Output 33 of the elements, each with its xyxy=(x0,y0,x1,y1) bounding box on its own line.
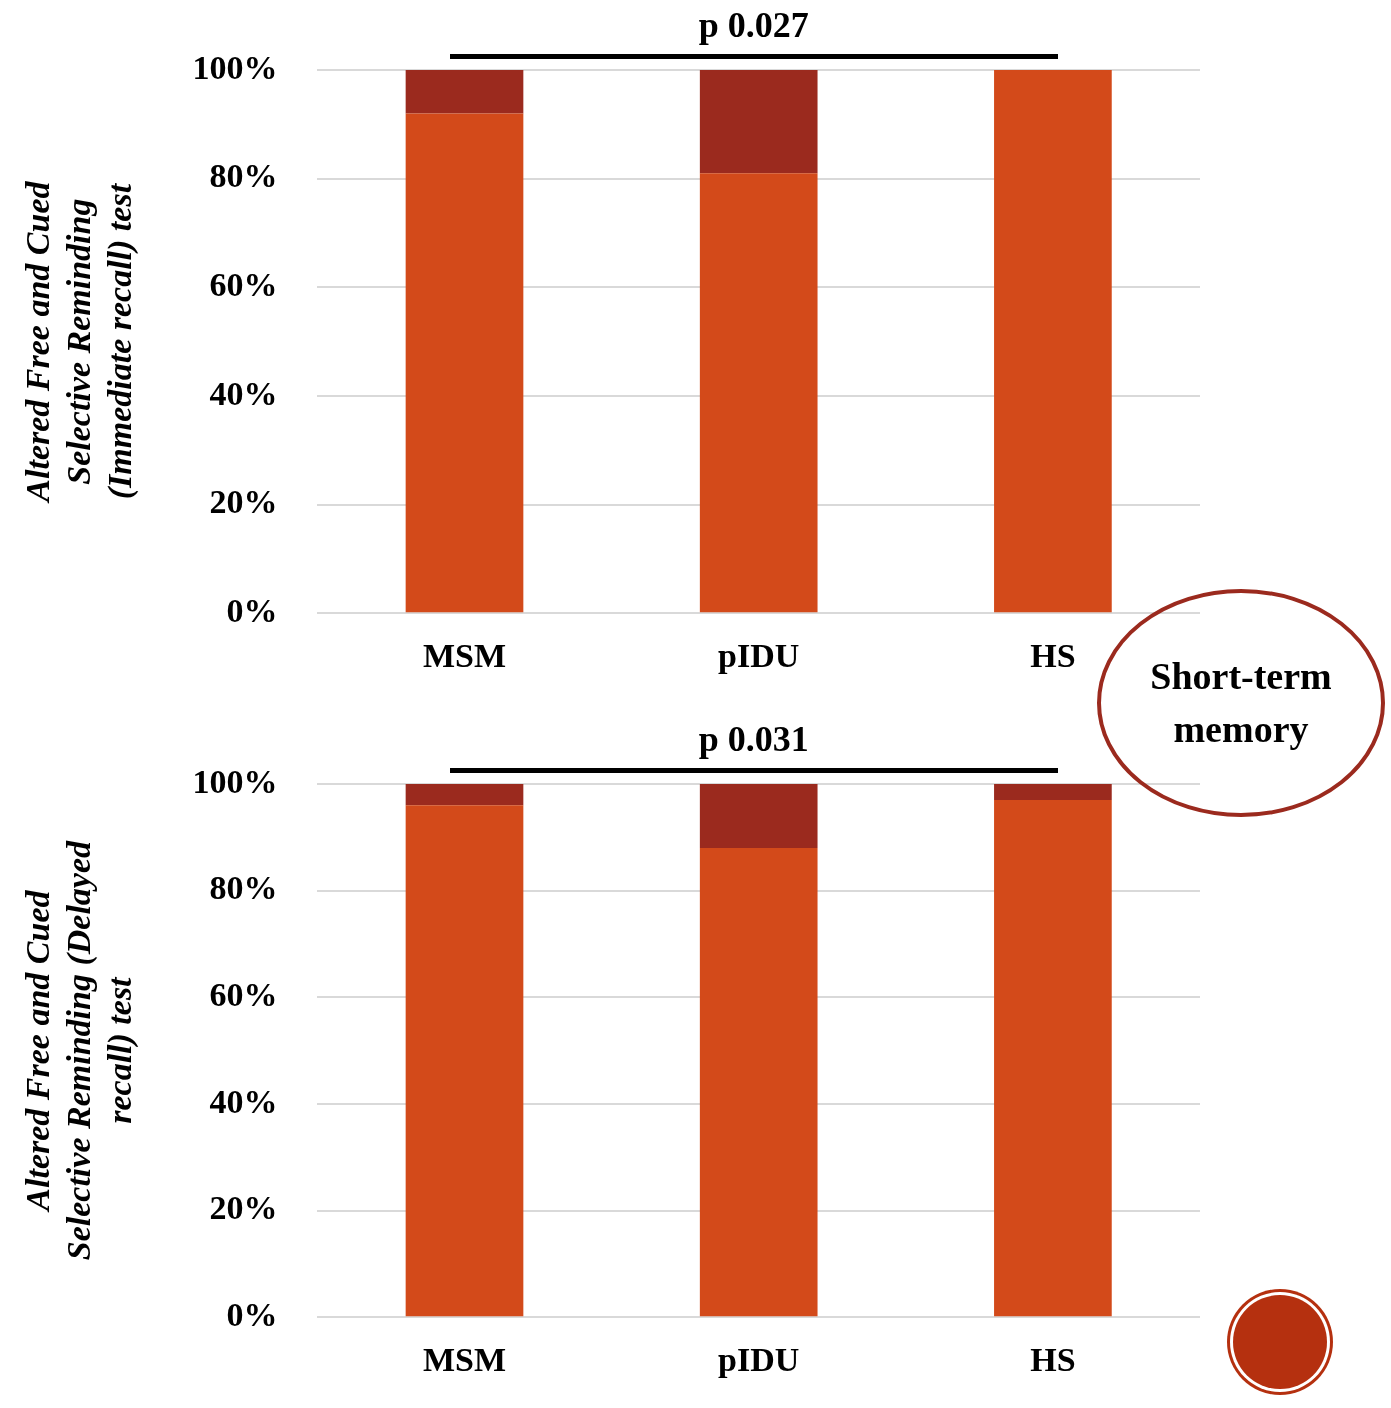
y-axis-title: Altered Free and Cued Selective Reminding (Immediate recall) test xyxy=(19,180,139,504)
bar xyxy=(994,784,1112,800)
y-tick-label: 60% xyxy=(209,976,278,1014)
x-tick-label: pIDU xyxy=(718,637,800,675)
y-tick-label: 20% xyxy=(209,483,278,521)
y-tick-label: 40% xyxy=(209,374,278,412)
x-tick-label: pIDU xyxy=(718,1341,800,1379)
text: p 0.027 xyxy=(698,4,809,46)
y-tick-label: 0% xyxy=(226,591,278,629)
bar xyxy=(405,70,524,114)
y-axis-title: Altered Free and Cued Selective Reminding (Delayed recall) test xyxy=(19,839,139,1261)
y-tick-label: 20% xyxy=(209,1189,278,1227)
y-tick-label: 80% xyxy=(209,157,278,195)
x-tick-label: MSM xyxy=(422,637,507,675)
x-tick-label: HS xyxy=(1030,637,1076,675)
y-tick-label: 100% xyxy=(192,762,278,800)
bar xyxy=(405,784,524,806)
bar xyxy=(699,784,818,848)
y-tick-label: 40% xyxy=(209,1082,278,1120)
y-tick-label: 100% xyxy=(192,48,278,86)
y-tick-label: 60% xyxy=(209,266,278,304)
y-tick-label: 80% xyxy=(209,869,278,907)
bar xyxy=(405,113,524,613)
bar xyxy=(699,847,818,1317)
bar xyxy=(994,70,1112,613)
bar xyxy=(699,70,818,174)
bar xyxy=(994,800,1112,1317)
text: p 0.031 xyxy=(698,718,809,760)
bar xyxy=(405,805,524,1317)
bar xyxy=(699,173,818,613)
x-tick-label: MSM xyxy=(422,1341,507,1379)
y-tick-label: 0% xyxy=(226,1295,278,1333)
x-tick-label: HS xyxy=(1030,1341,1076,1379)
